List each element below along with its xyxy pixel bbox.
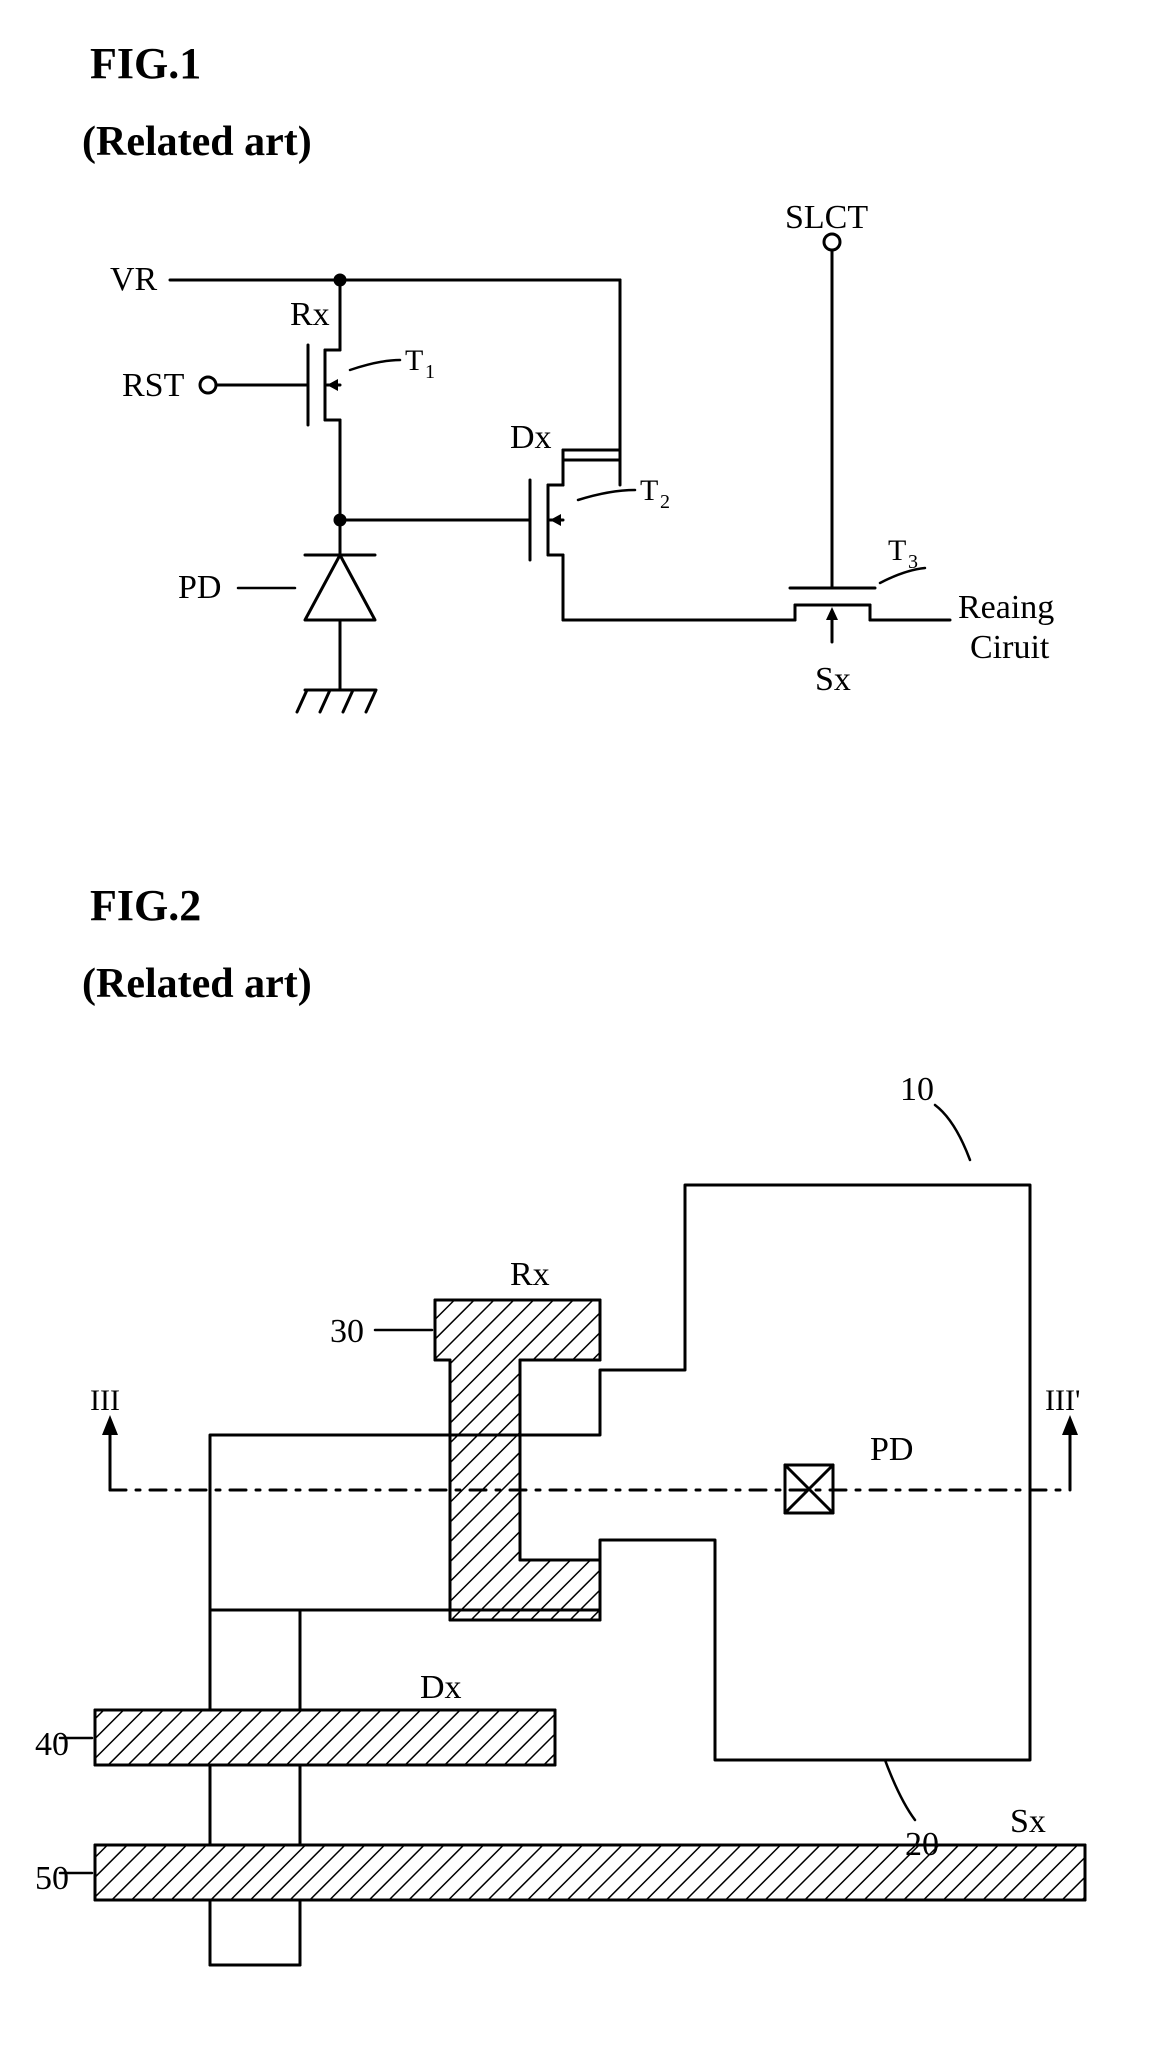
label-pd: PD (178, 569, 221, 606)
fig1-subtitle: (Related art) (82, 118, 312, 166)
label-iiip: III' (1045, 1384, 1080, 1417)
label-reading-1: Reaing (958, 589, 1054, 626)
page: FIG.1 (Related art) FIG.2 (Related art) (0, 0, 1150, 2056)
label-20: 20 (905, 1826, 939, 1863)
label-t3: T (888, 534, 906, 567)
label-slct: SLCT (785, 199, 868, 236)
label-sx: Sx (815, 661, 851, 698)
label-rx2: Rx (510, 1256, 550, 1293)
label-sx2: Sx (1010, 1803, 1046, 1840)
fig2-layout: 10 20 30 40 Rx Dx Sx PD III III' (40, 1060, 1140, 2060)
label-30: 30 (330, 1313, 364, 1350)
label-t2-sub: 2 (660, 491, 670, 513)
label-rx: Rx (290, 296, 330, 333)
label-t1-sub: 1 (425, 361, 435, 383)
label-10: 10 (900, 1071, 934, 1108)
label-t2: T (640, 474, 658, 507)
label-t3-sub: 3 (908, 551, 918, 573)
label-40: 40 (35, 1726, 69, 1764)
label-vr: VR (110, 261, 158, 298)
label-pd2: PD (870, 1431, 913, 1468)
label-rst: RST (122, 367, 185, 404)
label-50: 50 (35, 1860, 69, 1898)
fig1-title: FIG.1 (90, 38, 201, 89)
label-dx: Dx (510, 419, 552, 456)
label-reading-2: Ciruit (970, 629, 1050, 666)
label-iii: III (90, 1384, 120, 1417)
fig2-subtitle: (Related art) (82, 960, 312, 1008)
fig1-circuit: Rx T 1 PD (80, 190, 1080, 890)
label-t1: T (405, 344, 423, 377)
label-dx2: Dx (420, 1669, 462, 1706)
